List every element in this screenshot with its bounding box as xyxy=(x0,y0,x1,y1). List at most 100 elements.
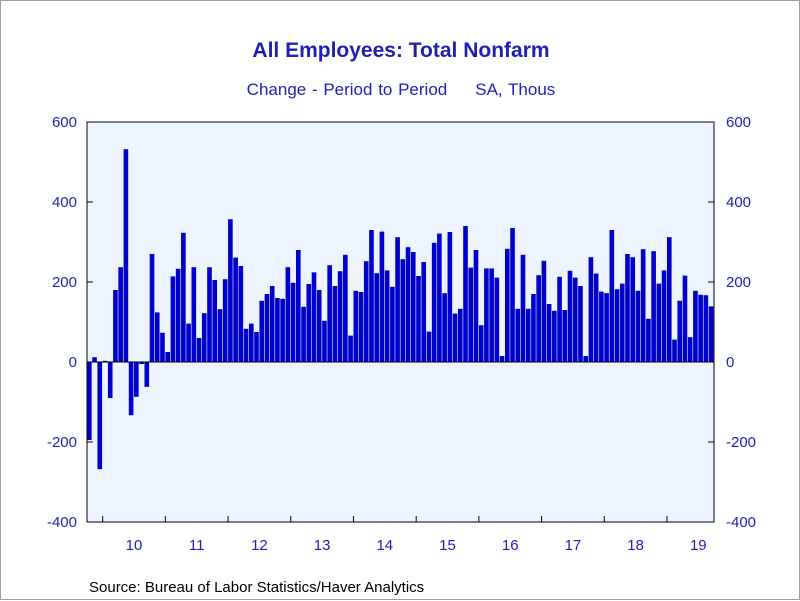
bar xyxy=(400,259,406,362)
bar xyxy=(426,331,432,362)
bar xyxy=(191,267,197,362)
x-tick-label: 19 xyxy=(690,537,707,554)
bar xyxy=(682,275,688,362)
bar xyxy=(165,352,171,362)
bar xyxy=(379,231,385,362)
bar xyxy=(478,325,484,362)
bar xyxy=(604,293,609,362)
bar xyxy=(677,300,683,362)
bar xyxy=(264,294,270,362)
bar xyxy=(369,230,374,362)
bar xyxy=(468,267,474,362)
bar xyxy=(489,268,494,362)
x-tick-label: 10 xyxy=(126,537,143,554)
bar xyxy=(228,219,233,362)
bar xyxy=(186,323,191,362)
bar xyxy=(160,332,165,362)
bar xyxy=(656,283,662,362)
bar xyxy=(661,270,667,362)
bar xyxy=(222,279,228,362)
bar xyxy=(698,294,703,362)
bar xyxy=(525,308,531,362)
bar xyxy=(343,254,348,362)
bar xyxy=(431,242,437,362)
x-tick-label: 13 xyxy=(314,537,331,554)
bar xyxy=(447,232,453,362)
x-tick-label: 16 xyxy=(502,537,519,554)
bar xyxy=(123,149,129,362)
y-tick-label-left: 600 xyxy=(52,114,77,131)
bar xyxy=(672,339,677,362)
bar xyxy=(290,282,296,362)
bar xyxy=(170,276,176,362)
bar xyxy=(505,248,510,362)
x-tick-label: 18 xyxy=(627,537,644,554)
bar xyxy=(473,250,479,362)
bar xyxy=(217,309,223,362)
bar xyxy=(363,261,369,362)
bar xyxy=(410,252,416,362)
bar xyxy=(536,275,541,362)
bar xyxy=(666,237,672,362)
bar xyxy=(201,313,207,362)
y-tick-label-right: 0 xyxy=(726,354,734,371)
bar xyxy=(635,290,641,362)
y-axis-right: 600 400 200 0 -200 -400 xyxy=(708,114,756,531)
bar xyxy=(175,268,181,362)
bar xyxy=(238,266,244,362)
bar xyxy=(301,306,306,362)
bar xyxy=(358,292,364,362)
y-tick-label-right: 200 xyxy=(726,274,751,291)
bar xyxy=(97,362,103,470)
bar xyxy=(567,270,573,362)
bar xyxy=(614,289,620,362)
y-tick-label-left: -200 xyxy=(47,434,77,451)
bar xyxy=(327,265,332,362)
bar xyxy=(499,356,505,362)
bar xyxy=(630,257,636,362)
x-tick-label: 12 xyxy=(251,537,268,554)
bar xyxy=(708,306,714,362)
bar xyxy=(510,228,515,362)
bar xyxy=(102,360,108,362)
bar-series xyxy=(87,149,714,470)
y-tick-label-right: -200 xyxy=(726,434,756,451)
bar xyxy=(306,284,312,362)
bar xyxy=(139,362,144,364)
bar xyxy=(651,251,656,362)
bar xyxy=(248,323,254,362)
bar xyxy=(546,304,552,362)
bar xyxy=(259,300,265,362)
bar xyxy=(531,294,536,362)
chart-title: All Employees: Total Nonfarm xyxy=(252,39,550,62)
bar xyxy=(588,257,594,362)
bar xyxy=(207,267,212,362)
bar xyxy=(374,273,380,362)
chart-subtitle: Change - Period to Period SA, Thous xyxy=(1,80,800,100)
bar xyxy=(87,362,92,440)
y-tick-label-right: 400 xyxy=(726,194,751,211)
bar xyxy=(154,312,160,362)
bar xyxy=(515,308,521,362)
bar xyxy=(609,230,615,362)
bar xyxy=(494,277,500,362)
bar xyxy=(703,295,709,362)
bar xyxy=(280,298,285,362)
y-tick-label-right: -400 xyxy=(726,514,756,531)
bar xyxy=(149,254,155,362)
y-tick-label-left: 0 xyxy=(69,354,77,371)
y-tick-label-left: -400 xyxy=(47,514,77,531)
bar xyxy=(322,320,327,362)
bar xyxy=(113,290,118,362)
x-axis: 10 11 12 13 14 15 16 17 18 19 xyxy=(102,516,707,554)
bar xyxy=(118,267,123,362)
bar xyxy=(285,267,291,362)
bar xyxy=(243,328,249,362)
bar xyxy=(316,290,322,362)
bar xyxy=(134,362,139,397)
bar xyxy=(625,254,630,362)
bar xyxy=(92,357,97,362)
bar xyxy=(212,280,218,362)
bar xyxy=(353,290,359,362)
